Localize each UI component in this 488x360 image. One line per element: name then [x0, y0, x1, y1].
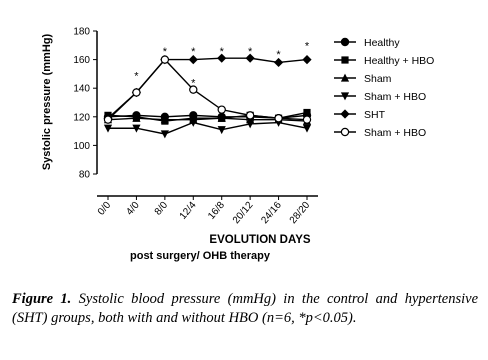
marker	[103, 115, 113, 124]
x-axis-label-2: post surgery/ OHB therapy	[130, 250, 271, 262]
marker	[302, 124, 312, 133]
annotation: *	[134, 70, 139, 82]
marker	[341, 56, 349, 64]
series-line	[107, 57, 308, 119]
x-tick-label: 12/4	[178, 200, 199, 222]
y-tick-label: 120	[73, 112, 90, 123]
marker	[302, 115, 312, 124]
legend-label: Healthy + HBO	[364, 55, 434, 67]
marker	[160, 115, 169, 124]
legend-label: SHT	[364, 109, 386, 121]
marker	[303, 108, 311, 117]
x-tick-label: 24/16	[259, 200, 284, 227]
annotation: *	[276, 49, 281, 61]
caption: Figure 1. Systolic blood pressure (mmHg)…	[12, 290, 478, 328]
annotation: *	[305, 40, 310, 52]
marker	[340, 127, 350, 137]
marker	[188, 55, 198, 65]
marker	[340, 109, 350, 119]
marker	[340, 92, 350, 101]
chart: EVOLUTION DAYS post surgery/ OHB therapy…	[41, 27, 434, 263]
x-tick-label: 8/0	[153, 200, 171, 218]
marker	[340, 37, 350, 47]
y-tick-label: 160	[73, 55, 90, 66]
x-axis-label: EVOLUTION DAYS	[209, 234, 311, 246]
marker	[246, 120, 255, 129]
marker	[189, 118, 198, 127]
legend-label: Sham	[364, 73, 392, 85]
marker	[132, 124, 141, 133]
series-line	[107, 117, 308, 122]
marker	[217, 126, 226, 135]
y-tick-label: 80	[79, 170, 91, 181]
x-tick-label: 16/8	[206, 200, 227, 222]
marker	[273, 57, 284, 68]
marker	[103, 124, 113, 133]
legend-label: Healthy	[364, 37, 400, 49]
annotation: *	[220, 46, 225, 58]
marker	[340, 73, 350, 82]
marker	[217, 113, 226, 122]
annotation: *	[191, 78, 196, 90]
marker	[217, 53, 227, 63]
series-line	[108, 121, 308, 135]
marker	[132, 113, 141, 122]
marker	[132, 88, 141, 97]
annotation: *	[248, 46, 253, 58]
marker	[189, 85, 198, 94]
x-tick-label: 4/0	[124, 200, 142, 218]
series-line	[107, 58, 308, 121]
x-tick-label: 28/20	[288, 200, 313, 227]
caption-label: Figure 1.	[12, 291, 72, 307]
marker	[160, 130, 169, 139]
y-axis-label: Systolic pressure (mmHg)	[41, 34, 53, 171]
y-tick-label: 180	[73, 27, 90, 38]
marker	[274, 114, 283, 123]
y-tick-label: 140	[73, 84, 90, 95]
marker	[245, 111, 255, 120]
caption-text: Systolic blood pressure (mmHg) in the co…	[12, 291, 479, 326]
y-tick-label: 100	[73, 141, 90, 152]
marker	[302, 55, 312, 65]
annotation: *	[191, 46, 196, 58]
annotation: *	[163, 46, 168, 58]
marker	[245, 53, 255, 63]
x-tick-label: 20/12	[231, 200, 256, 227]
x-tick-label: 0/0	[96, 200, 114, 218]
legend-label: Sham + HBO	[364, 127, 426, 139]
marker	[217, 105, 226, 114]
marker	[160, 55, 170, 64]
legend-label: Sham + HBO	[364, 91, 426, 103]
